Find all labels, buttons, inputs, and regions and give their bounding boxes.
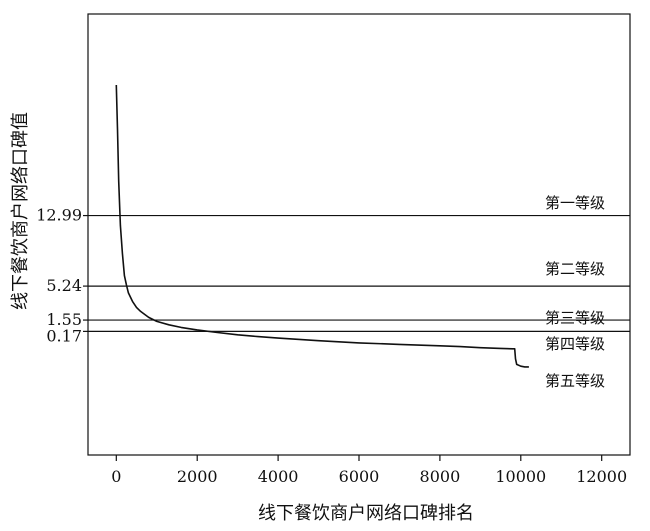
- x-tick-label: 12000: [576, 467, 627, 486]
- x-tick-label: 10000: [495, 467, 546, 486]
- x-axis-title: 线下餐饮商户网络口碑排名: [258, 503, 474, 524]
- x-axis-ticks: 0 2000 4000 6000 8000 10000 12000: [111, 455, 627, 486]
- band-label: 第四等级: [545, 335, 605, 353]
- band-label: 第三等级: [545, 309, 605, 327]
- data-series: [115, 84, 529, 368]
- x-tick-label: 4000: [258, 467, 299, 486]
- x-tick-label: 2000: [177, 467, 218, 486]
- band-label: 第一等级: [545, 194, 605, 212]
- x-tick-label: 8000: [420, 467, 461, 486]
- x-tick-label: 6000: [339, 467, 380, 486]
- y-tick-label: 5.24: [46, 276, 82, 295]
- threshold-lines: 12.99 5.24 1.550.17: [36, 206, 630, 345]
- y-tick-label: 1.55: [46, 310, 82, 329]
- x-tick-label: 0: [111, 467, 121, 486]
- y-tick-label: 0.17: [46, 326, 82, 345]
- series-line: [115, 84, 529, 368]
- band-label: 第五等级: [545, 372, 605, 390]
- band-label: 第二等级: [545, 260, 605, 278]
- y-axis-title: 线下餐饮商户网络口碑值: [10, 112, 31, 310]
- y-tick-label: 12.99: [36, 206, 82, 225]
